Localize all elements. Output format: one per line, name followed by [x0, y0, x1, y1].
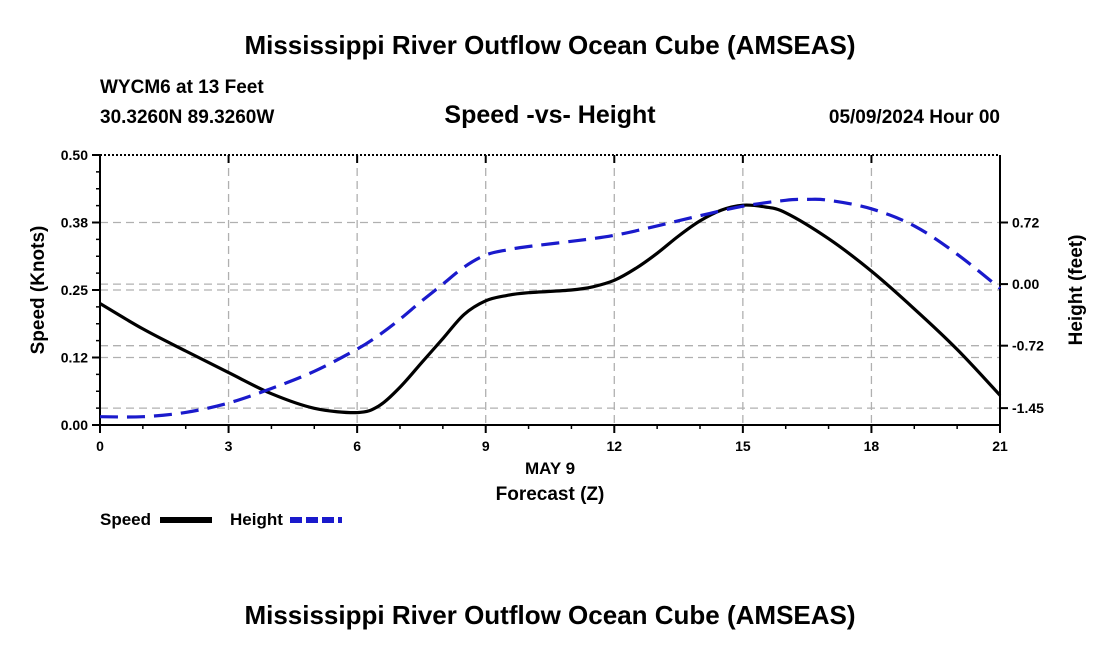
y-right-tick-label: 0.00: [1012, 276, 1039, 292]
y-left-tick-label: 0.38: [61, 215, 88, 231]
speed-height-chart: 0 3 6 9 12 15 18 21 0.00 0.12 0.25 0.38 0.50 -1.45 -0.…: [28, 147, 1087, 529]
chart-subtitle: Speed -vs- Height: [444, 101, 656, 129]
legend-height-label: Height: [230, 510, 283, 529]
x-tick-label: 0: [96, 438, 104, 454]
y-right-tick-label: -1.45: [1012, 400, 1044, 416]
y-right-tick-label: 0.72: [1012, 215, 1039, 231]
y-left-tick-label: 0.50: [61, 147, 88, 163]
y-left-tick-label: 0.25: [61, 282, 88, 298]
y-left-tick-label: 0.00: [61, 417, 88, 433]
legend-speed-label: Speed: [100, 510, 151, 529]
legend: Speed Height: [100, 510, 342, 529]
axes: 0 3 6 9 12 15 18 21 0.00 0.12 0.25 0.38 0.50 -1.45 -0.…: [61, 147, 1044, 454]
x-tick-label: 21: [992, 438, 1008, 454]
footer-title: Mississippi River Outflow Ocean Cube (AM…: [244, 600, 856, 630]
x-tick-label: 6: [353, 438, 361, 454]
chart-main-title: Mississippi River Outflow Ocean Cube (AM…: [244, 30, 856, 60]
forecast-datetime: 05/09/2024 Hour 00: [828, 107, 1000, 128]
station-coordinates: 30.3260N 89.3260W: [100, 107, 275, 128]
x-axis-title: Forecast (Z): [496, 484, 605, 505]
x-tick-label: 18: [864, 438, 880, 454]
y-right-tick-label: -0.72: [1012, 338, 1044, 354]
x-tick-label: 9: [482, 438, 490, 454]
series-line-height: [99, 197, 1002, 419]
y-axis-right-title: Height (feet): [1066, 235, 1087, 346]
station-label: WYCM6 at 13 Feet: [100, 77, 264, 98]
y-left-tick-label: 0.12: [61, 350, 88, 366]
axis-labels: MAY 9 Forecast (Z) Speed (Knots) Height …: [28, 226, 1087, 505]
x-tick-label: 3: [225, 438, 233, 454]
x-axis-date-label: MAY 9: [525, 459, 575, 478]
x-tick-label: 15: [735, 438, 751, 454]
x-tick-label: 12: [606, 438, 622, 454]
y-axis-left-title: Speed (Knots): [28, 226, 49, 355]
series-line-speed: [99, 203, 1002, 415]
series-lines: [99, 197, 1002, 419]
